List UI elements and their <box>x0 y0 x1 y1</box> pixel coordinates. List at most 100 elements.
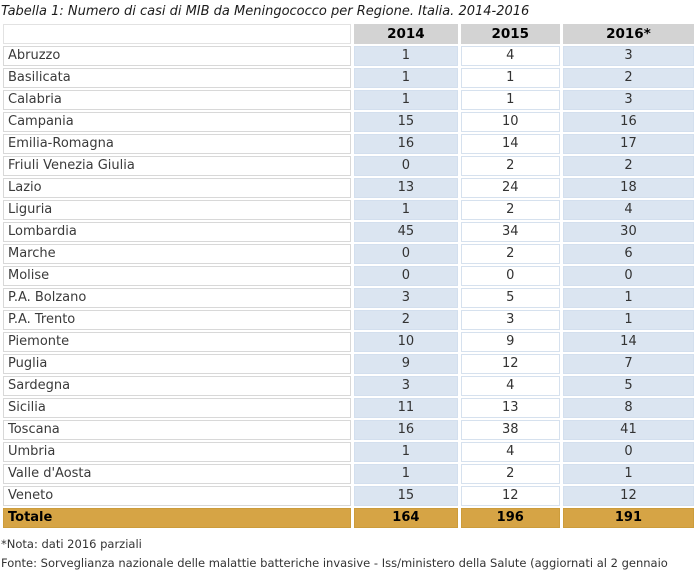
value-cell-2015: 2 <box>460 200 560 220</box>
region-cell: Molise <box>3 266 352 286</box>
total-label-cell: Totale <box>3 508 352 528</box>
total-value-2016: 191 <box>562 508 694 528</box>
value-cell-2014: 16 <box>354 420 458 440</box>
value-cell-2014: 1 <box>354 200 458 220</box>
value-cell-2014: 1 <box>354 464 458 484</box>
region-cell: Friuli Venezia Giulia <box>3 156 352 176</box>
value-cell-2015: 0 <box>460 266 560 286</box>
region-cell: Abruzzo <box>3 46 352 66</box>
total-value-2014: 164 <box>354 508 458 528</box>
value-cell-2015: 4 <box>460 46 560 66</box>
table-row: Toscana 16 38 41 <box>3 420 694 440</box>
table-row: P.A. Bolzano 3 5 1 <box>3 288 694 308</box>
table-row: Lazio 13 24 18 <box>3 178 694 198</box>
value-cell-2016: 16 <box>562 112 694 132</box>
value-cell-2016: 3 <box>562 90 694 110</box>
table-row: Emilia-Romagna 16 14 17 <box>3 134 694 154</box>
value-cell-2015: 13 <box>460 398 560 418</box>
region-cell: P.A. Bolzano <box>3 288 352 308</box>
table-row: Puglia 9 12 7 <box>3 354 694 374</box>
table-row: P.A. Trento 2 3 1 <box>3 310 694 330</box>
value-cell-2015: 2 <box>460 156 560 176</box>
table-row: Calabria 1 1 3 <box>3 90 694 110</box>
value-cell-2016: 14 <box>562 332 694 352</box>
value-cell-2014: 3 <box>354 288 458 308</box>
value-cell-2016: 1 <box>562 310 694 330</box>
value-cell-2015: 38 <box>460 420 560 440</box>
table-row: Friuli Venezia Giulia 0 2 2 <box>3 156 694 176</box>
table-body: Abruzzo 1 4 3 Basilicata 1 1 2 Calabria 1 1 3 Campan… <box>3 46 694 506</box>
table-row: Marche 0 2 6 <box>3 244 694 264</box>
table-row: Veneto 15 12 12 <box>3 486 694 506</box>
value-cell-2016: 17 <box>562 134 694 154</box>
table-title: Tabella 1: Numero di casi di MIB da Meni… <box>1 4 530 19</box>
value-cell-2015: 10 <box>460 112 560 132</box>
value-cell-2016: 1 <box>562 288 694 308</box>
value-cell-2014: 3 <box>354 376 458 396</box>
source-line: Fonte: Sorveglianza nazionale delle mala… <box>1 556 668 570</box>
value-cell-2014: 0 <box>354 156 458 176</box>
value-cell-2016: 2 <box>562 156 694 176</box>
region-cell: Basilicata <box>3 68 352 88</box>
region-cell: Marche <box>3 244 352 264</box>
value-cell-2014: 2 <box>354 310 458 330</box>
region-cell: Umbria <box>3 442 352 462</box>
value-cell-2016: 0 <box>562 266 694 286</box>
footnotes: *Nota: dati 2016 parziali Fonte: Sorvegl… <box>0 530 699 573</box>
region-cell: Piemonte <box>3 332 352 352</box>
value-cell-2014: 10 <box>354 332 458 352</box>
region-cell: Lazio <box>3 178 352 198</box>
value-cell-2015: 24 <box>460 178 560 198</box>
value-cell-2014: 0 <box>354 244 458 264</box>
value-cell-2016: 3 <box>562 46 694 66</box>
value-cell-2014: 45 <box>354 222 458 242</box>
value-cell-2016: 6 <box>562 244 694 264</box>
value-cell-2016: 4 <box>562 200 694 220</box>
note-line: *Nota: dati 2016 parziali <box>1 537 142 551</box>
table-row: Valle d'Aosta 1 2 1 <box>3 464 694 484</box>
value-cell-2016: 30 <box>562 222 694 242</box>
value-cell-2014: 16 <box>354 134 458 154</box>
value-cell-2014: 15 <box>354 112 458 132</box>
region-cell: Sardegna <box>3 376 352 396</box>
value-cell-2015: 5 <box>460 288 560 308</box>
region-cell: Veneto <box>3 486 352 506</box>
region-cell: Puglia <box>3 354 352 374</box>
region-cell: Campania <box>3 112 352 132</box>
value-cell-2014: 9 <box>354 354 458 374</box>
column-header-2016: 2016* <box>562 24 694 44</box>
value-cell-2016: 41 <box>562 420 694 440</box>
value-cell-2015: 4 <box>460 376 560 396</box>
total-value-2015: 196 <box>460 508 560 528</box>
value-cell-2015: 2 <box>460 244 560 264</box>
table-row: Sardegna 3 4 5 <box>3 376 694 396</box>
value-cell-2015: 1 <box>460 68 560 88</box>
value-cell-2016: 5 <box>562 376 694 396</box>
table-header-row: 2014 2015 2016* <box>3 24 694 44</box>
value-cell-2016: 18 <box>562 178 694 198</box>
table-row: Campania 15 10 16 <box>3 112 694 132</box>
column-header-2014: 2014 <box>354 24 458 44</box>
region-cell: Valle d'Aosta <box>3 464 352 484</box>
value-cell-2015: 4 <box>460 442 560 462</box>
value-cell-2016: 0 <box>562 442 694 462</box>
value-cell-2015: 9 <box>460 332 560 352</box>
value-cell-2014: 15 <box>354 486 458 506</box>
value-cell-2015: 14 <box>460 134 560 154</box>
region-cell: Calabria <box>3 90 352 110</box>
table-row: Sicilia 11 13 8 <box>3 398 694 418</box>
value-cell-2015: 12 <box>460 486 560 506</box>
value-cell-2016: 2 <box>562 68 694 88</box>
region-cell: Toscana <box>3 420 352 440</box>
value-cell-2015: 34 <box>460 222 560 242</box>
value-cell-2014: 1 <box>354 90 458 110</box>
total-row: Totale 164 196 191 <box>3 508 694 528</box>
region-cell: Emilia-Romagna <box>3 134 352 154</box>
value-cell-2015: 3 <box>460 310 560 330</box>
value-cell-2015: 12 <box>460 354 560 374</box>
value-cell-2014: 0 <box>354 266 458 286</box>
corner-cell <box>3 24 352 44</box>
value-cell-2014: 11 <box>354 398 458 418</box>
table-row: Umbria 1 4 0 <box>3 442 694 462</box>
